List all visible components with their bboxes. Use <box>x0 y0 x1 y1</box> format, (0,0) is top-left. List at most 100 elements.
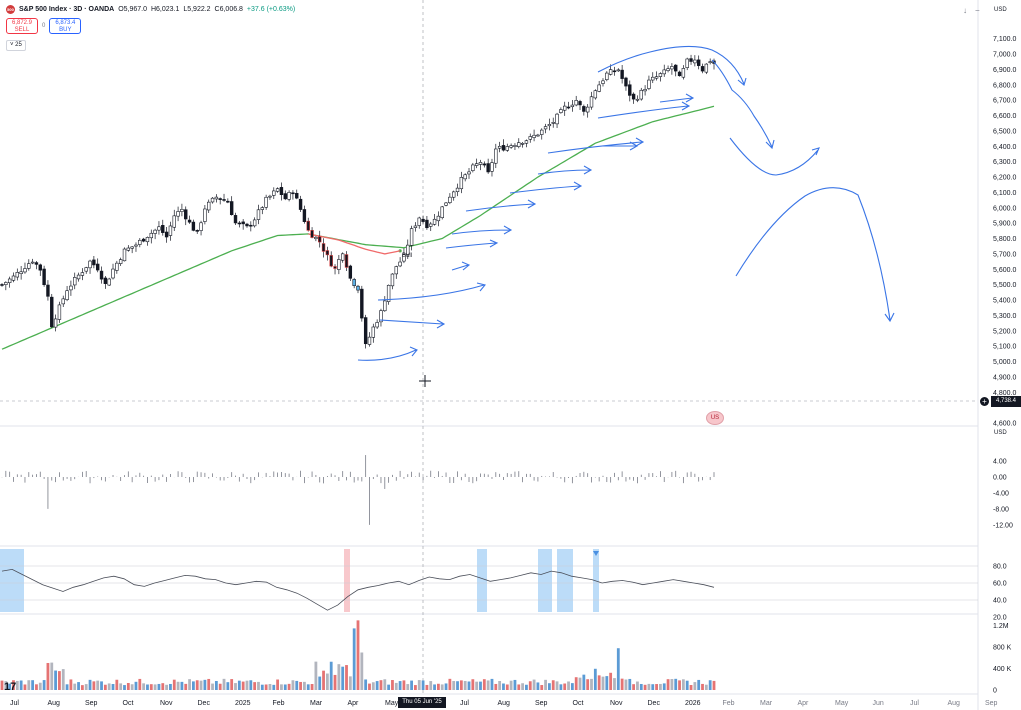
volume-bar <box>593 668 597 690</box>
tradingview-logo-icon[interactable]: 17 <box>4 681 17 693</box>
volume-bar <box>287 683 291 690</box>
candle <box>482 161 487 168</box>
volume-bar <box>161 683 165 690</box>
volume-bar <box>130 684 134 690</box>
volume-bar <box>525 684 528 690</box>
volume-bar <box>567 681 570 690</box>
candle <box>360 285 364 322</box>
time-tick-label: Apr <box>348 700 360 707</box>
open-value: O5,967.0 <box>118 6 147 13</box>
candle <box>390 273 395 290</box>
momentum-bars: 4.00 0.00 -4.00 -8.00 -12.00 <box>1 455 1013 529</box>
time-tick-label: Jul <box>10 700 19 707</box>
oscillator-tick-label: 40.0 <box>993 598 1007 605</box>
candle <box>455 183 460 197</box>
candle <box>662 64 666 77</box>
volume-bar <box>708 680 712 690</box>
volume-bar <box>54 670 57 690</box>
crosshair-date-tag: Thu 05 Jun '25 <box>398 697 446 708</box>
volume-bar <box>58 671 61 690</box>
candle <box>394 265 398 279</box>
volume-bar <box>632 684 636 690</box>
candle <box>528 133 532 143</box>
candle <box>69 280 73 296</box>
volume-bar <box>425 684 429 690</box>
candle <box>440 205 444 220</box>
volume-bar <box>245 680 249 690</box>
candle <box>379 308 383 327</box>
candle <box>23 262 27 274</box>
volume-bar <box>318 676 322 690</box>
us-event-flag-icon[interactable]: US <box>706 411 724 425</box>
download-icon[interactable]: ↓ <box>963 6 967 15</box>
candle <box>566 101 571 110</box>
volume-bar <box>8 683 12 690</box>
candle <box>693 55 697 67</box>
volume-bar <box>61 669 65 690</box>
candle <box>222 193 226 202</box>
volume-bar <box>341 666 345 690</box>
moving-average-green <box>1 105 715 350</box>
indicator-chip[interactable]: ˅ 25 <box>6 40 26 51</box>
candle <box>708 58 712 65</box>
candle <box>436 211 441 227</box>
volume-bar <box>643 684 647 690</box>
candle <box>348 264 353 281</box>
volume-bar <box>433 684 436 690</box>
candle <box>605 71 609 82</box>
candle <box>180 203 184 217</box>
highlight-band-red <box>344 549 350 612</box>
candle <box>409 225 414 251</box>
candle <box>4 281 8 291</box>
candle <box>272 187 276 200</box>
volume-bar <box>115 679 119 690</box>
time-tick-label: Sep <box>985 700 998 707</box>
candle <box>11 272 16 283</box>
price-tick-label: 6,700.0 <box>993 98 1016 105</box>
candle <box>497 141 502 153</box>
oscillator-tick-label: 20.0 <box>993 615 1007 622</box>
time-tick-label: Dec <box>648 700 661 707</box>
candle <box>593 89 598 100</box>
volume-bar <box>268 684 272 690</box>
change-value: +37.6 (+0.63%) <box>246 6 296 13</box>
candle <box>168 221 173 241</box>
time-tick-label: Nov <box>160 700 173 707</box>
candle <box>191 219 196 232</box>
candle <box>551 117 555 128</box>
candle <box>501 139 506 152</box>
volume-bar <box>230 679 234 690</box>
volume-bar <box>601 676 605 690</box>
g-ma-red-line <box>308 233 401 255</box>
time-tick-label: Dec <box>198 700 211 707</box>
candle <box>264 194 268 210</box>
momentum-tick-label: 0.00 <box>993 475 1007 482</box>
minimize-icon[interactable]: − <box>975 6 980 15</box>
candle <box>318 230 322 248</box>
price-tick-label: 6,900.0 <box>993 67 1016 74</box>
volume-bar <box>153 684 157 690</box>
sell-button[interactable]: 6,872.9 SELL <box>6 18 38 34</box>
candle <box>195 229 199 234</box>
price-tick-label: 6,200.0 <box>993 175 1016 182</box>
candle <box>84 266 88 274</box>
candle <box>134 242 138 252</box>
volume-bar <box>211 683 214 690</box>
candle <box>229 196 234 216</box>
candle <box>559 107 563 114</box>
candle <box>325 246 330 261</box>
close-value: C6,006.8 <box>214 6 243 13</box>
candle <box>624 76 628 91</box>
symbol-title[interactable]: S&P 500 Index · 3D · OANDA <box>19 6 115 13</box>
candle <box>122 247 127 262</box>
volume-bar <box>662 683 666 690</box>
add-alert-icon[interactable]: + <box>980 397 989 406</box>
candle <box>107 277 111 286</box>
candle <box>585 104 590 118</box>
price-tick-label: 7,100.0 <box>993 36 1016 43</box>
volume-bar <box>119 683 123 690</box>
currency-label[interactable]: USD <box>994 7 1007 13</box>
volume-bar <box>191 681 195 690</box>
buy-button[interactable]: 6,873.4 BUY <box>49 18 82 34</box>
